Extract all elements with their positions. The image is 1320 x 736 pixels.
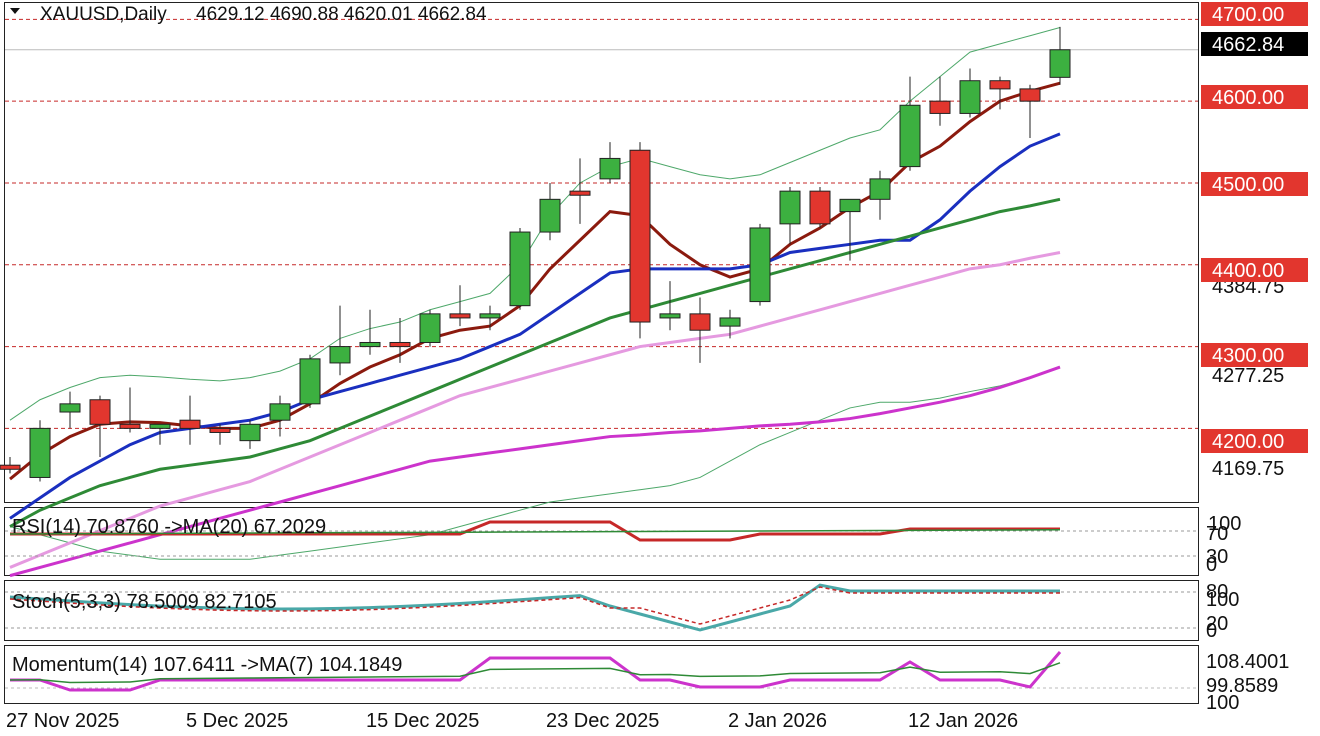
candle-body xyxy=(329,346,351,364)
candle-body xyxy=(269,403,291,421)
time-label-23dec: 23 Dec 2025 xyxy=(546,710,659,732)
ma-mid-line xyxy=(9,132,1061,520)
candle-body xyxy=(59,403,81,413)
level-box-4300 xyxy=(1201,343,1308,367)
level-label-4400: 4400.00 xyxy=(1212,260,1284,282)
rsi-scale-30: 30 xyxy=(1206,546,1228,568)
header-dropdown-icon[interactable] xyxy=(10,8,20,14)
price-tick-4169: 4169.75 xyxy=(1212,458,1284,480)
candle-body xyxy=(509,231,531,307)
rsi-scale-70: 70 xyxy=(1206,523,1228,545)
time-label-27nov: 27 Nov 2025 xyxy=(6,710,119,732)
candle-body xyxy=(659,313,681,319)
ma-pink-line xyxy=(9,251,1061,569)
candle-body xyxy=(479,313,501,319)
indicator-panels xyxy=(5,520,1198,692)
candle-body xyxy=(539,198,561,233)
candle-body xyxy=(1049,49,1071,78)
candle-body xyxy=(959,80,981,114)
candle-body xyxy=(239,423,261,442)
candle-body xyxy=(989,80,1011,90)
level-label-4700: 4700.00 xyxy=(1212,4,1284,26)
momentum-panel-frame xyxy=(4,645,1199,704)
rsi-ma-line xyxy=(9,529,1061,535)
candle-body xyxy=(209,427,231,433)
candle-body xyxy=(389,341,411,348)
candle-body xyxy=(1019,88,1041,102)
stoch-scale-100: 100 xyxy=(1206,589,1239,611)
candle-body xyxy=(419,313,441,343)
stoch-scale-80: 80 xyxy=(1206,581,1228,603)
candle-body xyxy=(689,313,711,331)
momentum-label: Momentum(14) 107.6411 ->MA(7) 104.1849 xyxy=(12,654,402,676)
level-label-4200: 4200.00 xyxy=(1212,431,1284,453)
price-tick-4277: 4277.25 xyxy=(1212,365,1284,387)
level-box-4200 xyxy=(1201,429,1308,453)
candle-body xyxy=(929,100,951,114)
candle-body xyxy=(149,423,171,429)
ma-magenta-line xyxy=(9,365,1061,578)
time-label-5dec: 5 Dec 2025 xyxy=(186,710,288,732)
rsi-scale-100: 100 xyxy=(1208,513,1241,535)
momentum-line xyxy=(10,651,1062,692)
candle-body xyxy=(899,104,921,168)
level-label-4300: 4300.00 xyxy=(1212,345,1284,367)
momentum-scale-max: 108.4001 xyxy=(1206,651,1289,673)
chart-ohlc: 4629.12 4690.88 4620.01 4662.84 xyxy=(196,4,487,25)
candle-body xyxy=(599,157,621,180)
candle-body xyxy=(569,190,591,196)
main-price-panel xyxy=(0,18,1198,578)
stoch-main-line xyxy=(9,583,1060,632)
momentum-scale-min: 99.8589 xyxy=(1206,675,1278,697)
candle-body xyxy=(29,427,51,478)
candle-body xyxy=(719,317,741,327)
candle-body xyxy=(0,464,21,470)
time-label-2jan: 2 Jan 2026 xyxy=(728,710,827,732)
candle-body xyxy=(779,190,801,225)
candle-body xyxy=(809,190,831,225)
level-box-4600 xyxy=(1201,85,1308,109)
chart-symbol: XAUUSD,Daily xyxy=(40,4,167,25)
stoch-signal-line xyxy=(9,586,1060,625)
candle-body xyxy=(179,419,201,429)
level-box-4500 xyxy=(1201,172,1308,196)
current-price-box xyxy=(1201,32,1308,56)
rsi-scale-0: 0 xyxy=(1206,554,1217,576)
candle-body xyxy=(299,358,321,405)
main-panel-frame xyxy=(4,2,1199,503)
candle-body xyxy=(749,227,771,303)
envelope-lower xyxy=(9,366,1061,560)
candle-body xyxy=(839,198,861,213)
momentum-scale-100: 100 xyxy=(1206,692,1239,714)
level-label-4600: 4600.00 xyxy=(1212,87,1284,109)
current-price-label: 4662.84 xyxy=(1212,34,1284,56)
ma-slow-line xyxy=(9,197,1061,528)
level-box-4700 xyxy=(1201,2,1308,26)
stoch-label: Stoch(5,3,3) 78.5009 82.7105 xyxy=(12,591,277,613)
candle-body xyxy=(869,178,891,200)
level-label-4500: 4500.00 xyxy=(1212,174,1284,196)
time-label-12jan: 12 Jan 2026 xyxy=(908,710,1018,732)
time-label-15dec: 15 Dec 2025 xyxy=(366,710,479,732)
level-box-4400 xyxy=(1201,258,1308,282)
candle-body xyxy=(449,313,471,319)
candle-body xyxy=(89,399,111,425)
stoch-scale-0: 0 xyxy=(1206,620,1217,642)
candle-body xyxy=(359,341,381,348)
momentum-ma-line xyxy=(9,662,1061,684)
rsi-label: RSI(14) 70.8760 ->MA(20) 67.2029 xyxy=(12,516,326,538)
candle-body xyxy=(119,423,141,429)
rsi-panel-frame xyxy=(4,507,1199,576)
stoch-panel-frame xyxy=(4,580,1199,641)
stoch-scale-20: 20 xyxy=(1206,613,1228,635)
candle-body xyxy=(629,149,651,323)
envelope-upper xyxy=(9,27,1061,421)
